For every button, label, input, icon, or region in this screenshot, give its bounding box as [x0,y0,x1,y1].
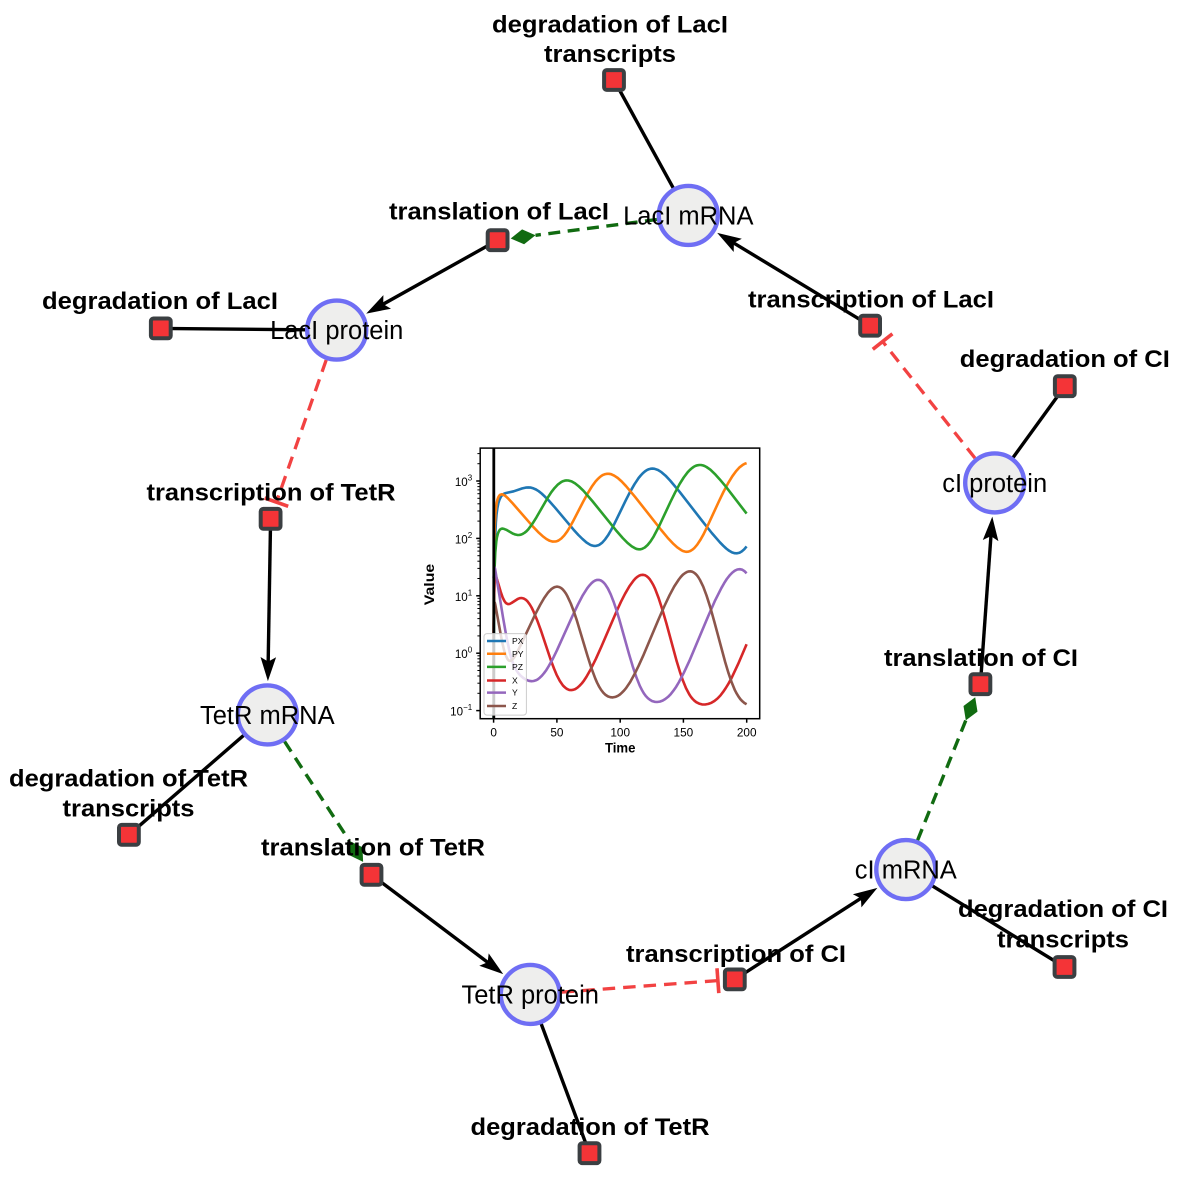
svg-text:LacI protein: LacI protein [270,317,403,345]
svg-text:100: 100 [610,726,630,740]
svg-text:Value: Value [421,564,437,606]
svg-text:TetR protein: TetR protein [461,981,599,1009]
svg-text:transcripts: transcripts [63,795,195,822]
svg-text:transcription of CI: transcription of CI [626,941,846,968]
svg-text:10−1: 10−1 [450,703,473,719]
svg-text:200: 200 [737,726,757,740]
svg-text:degradation of CI: degradation of CI [960,346,1170,373]
svg-text:PY: PY [512,649,524,659]
svg-text:50: 50 [550,726,564,740]
svg-text:transcription of LacI: transcription of LacI [748,287,994,314]
svg-text:Y: Y [512,688,518,698]
svg-text:101: 101 [455,588,473,604]
svg-text:102: 102 [455,531,473,547]
svg-text:degradation of LacI: degradation of LacI [492,12,728,39]
svg-text:cI mRNA: cI mRNA [855,857,957,885]
svg-text:103: 103 [455,474,473,490]
svg-text:cI protein: cI protein [942,470,1047,498]
svg-text:150: 150 [674,726,694,740]
svg-text:degradation of TetR: degradation of TetR [471,1114,710,1141]
svg-text:transcripts: transcripts [544,41,676,68]
svg-text:degradation of TetR: degradation of TetR [9,766,248,793]
svg-text:100: 100 [455,646,473,662]
svg-text:transcripts: transcripts [997,927,1129,954]
svg-text:translation of TetR: translation of TetR [261,834,485,861]
svg-text:TetR mRNA: TetR mRNA [200,702,335,730]
svg-text:LacI mRNA: LacI mRNA [623,202,753,230]
svg-text:transcription of TetR: transcription of TetR [147,480,396,507]
svg-text:PZ: PZ [512,662,523,672]
svg-text:Time: Time [605,740,636,756]
svg-text:degradation of CI: degradation of CI [958,896,1168,923]
svg-text:degradation of LacI: degradation of LacI [42,288,278,315]
svg-text:translation of LacI: translation of LacI [389,198,609,225]
svg-text:X: X [512,676,518,686]
svg-text:Z: Z [512,701,517,711]
svg-text:0: 0 [490,726,497,740]
svg-text:PX: PX [512,636,524,646]
svg-text:translation of CI: translation of CI [884,645,1078,672]
